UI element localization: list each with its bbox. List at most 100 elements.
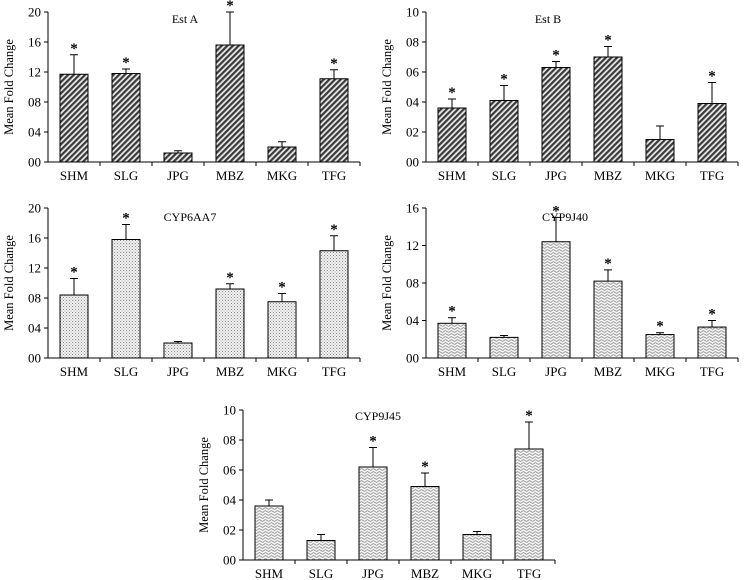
- significance-marker: *: [70, 41, 78, 57]
- cyp9j45-chart: CYP9J45 Mean Fold Change 00 02 04 06 08 10 SHM SL…: [197, 403, 556, 580]
- bar-slg: [489, 336, 519, 359]
- significance-marker: *: [122, 211, 130, 227]
- x-category-label: SHM: [255, 566, 284, 580]
- significance-marker: *: [656, 319, 664, 335]
- bar-tfg: [514, 448, 544, 561]
- y-axis-label: Mean Fold Change: [2, 235, 16, 331]
- x-category-label: MBZ: [216, 364, 244, 379]
- bar-mkg: [645, 334, 675, 359]
- y-axis-label: Mean Fold Change: [197, 437, 211, 533]
- x-category-label: SHM: [438, 364, 467, 379]
- bar-jpg: [358, 466, 388, 561]
- significance-marker: *: [330, 56, 338, 72]
- y-axis-label: Mean Fold Change: [2, 39, 16, 135]
- x-category-label: TFG: [700, 364, 725, 379]
- y-tick-label: 08: [28, 95, 41, 110]
- y-tick-label: 20: [28, 201, 41, 216]
- y-tick-label: 20: [28, 5, 41, 20]
- y-tick-label: 12: [28, 261, 41, 276]
- significance-marker: *: [122, 55, 130, 71]
- x-category-label: TFG: [700, 168, 725, 183]
- significance-marker: *: [226, 270, 234, 286]
- bar-slg: [489, 100, 519, 163]
- x-category-label: SLG: [492, 364, 517, 379]
- y-tick-label: 02: [406, 125, 419, 140]
- x-category-label: SLG: [114, 168, 139, 183]
- y-tick-label: 12: [28, 65, 41, 80]
- bar-slg: [306, 540, 336, 561]
- chart-title: Est B: [535, 12, 561, 26]
- bar-mkg: [267, 301, 297, 359]
- bar-shm: [59, 73, 89, 163]
- x-category-label: MBZ: [216, 168, 244, 183]
- y-tick-label: 08: [28, 291, 41, 306]
- significance-marker: *: [708, 307, 716, 323]
- bar-tfg: [697, 326, 727, 359]
- significance-marker: *: [448, 304, 456, 320]
- y-tick-label: 00: [223, 553, 236, 568]
- x-category-label: SLG: [309, 566, 334, 580]
- bar-slg: [111, 73, 141, 163]
- significance-marker: *: [278, 280, 286, 296]
- y-tick-label: 04: [223, 493, 237, 508]
- x-category-label: JPG: [167, 168, 189, 183]
- bar-shm: [437, 322, 467, 359]
- significance-marker: *: [552, 48, 560, 64]
- bar-slg: [111, 239, 141, 359]
- y-tick-label: 04: [28, 125, 42, 140]
- y-tick-label: 16: [28, 231, 42, 246]
- x-category-label: MKG: [267, 168, 297, 183]
- x-category-label: MKG: [267, 364, 297, 379]
- bar-mkg: [267, 146, 297, 163]
- x-category-label: SHM: [60, 364, 89, 379]
- y-tick-label: 08: [406, 35, 419, 50]
- y-tick-label: 08: [406, 276, 419, 291]
- x-category-label: MKG: [645, 364, 675, 379]
- x-category-label: SHM: [438, 168, 467, 183]
- y-tick-label: 16: [406, 201, 420, 216]
- est-b-chart: Est B Mean Fold Change 00 02 04 06 08 10 * SHM * SL…: [380, 5, 739, 183]
- significance-marker: *: [226, 0, 234, 14]
- x-category-label: TFG: [322, 364, 347, 379]
- bar-jpg: [541, 67, 571, 163]
- y-tick-label: 06: [223, 463, 237, 478]
- y-tick-label: 12: [406, 238, 419, 253]
- cyp6aa7-chart: CYP6AA7 Mean Fold Change 00 04 08 12 16 20 * SHM *…: [2, 201, 361, 379]
- bar-tfg: [697, 103, 727, 163]
- significance-marker: *: [500, 72, 508, 88]
- significance-marker: *: [604, 33, 612, 49]
- bar-jpg: [163, 152, 193, 163]
- y-tick-label: 00: [28, 155, 41, 170]
- bar-jpg: [163, 342, 193, 359]
- significance-marker: *: [604, 256, 612, 272]
- x-category-label: MBZ: [411, 566, 439, 580]
- bar-mkg: [462, 534, 492, 561]
- significance-marker: *: [330, 222, 338, 238]
- y-tick-label: 00: [406, 351, 419, 366]
- x-category-label: JPG: [362, 566, 384, 580]
- y-tick-label: 10: [223, 403, 236, 418]
- y-tick-label: 04: [406, 313, 420, 328]
- x-category-label: JPG: [167, 364, 189, 379]
- significance-marker: *: [70, 265, 78, 281]
- bar-shm: [59, 294, 89, 359]
- y-tick-label: 04: [406, 95, 420, 110]
- x-category-label: JPG: [545, 364, 567, 379]
- x-category-label: TFG: [517, 566, 542, 580]
- significance-marker: *: [369, 434, 377, 450]
- bar-mbz: [593, 280, 623, 359]
- bar-mbz: [215, 44, 245, 163]
- bar-jpg: [541, 241, 571, 359]
- est-a-chart: Est A Mean Fold Change 00 04 08 12 16 20 * SHM * SL…: [2, 0, 361, 183]
- significance-marker: *: [421, 459, 429, 475]
- x-category-label: TFG: [322, 168, 347, 183]
- significance-marker: *: [708, 69, 716, 85]
- significance-marker: *: [525, 408, 533, 424]
- bar-mkg: [645, 139, 675, 163]
- y-tick-label: 00: [28, 351, 41, 366]
- significance-marker: *: [552, 203, 560, 219]
- chart-title: CYP9J40: [542, 210, 588, 224]
- x-category-label: MBZ: [594, 364, 622, 379]
- y-axis-label: Mean Fold Change: [380, 235, 394, 331]
